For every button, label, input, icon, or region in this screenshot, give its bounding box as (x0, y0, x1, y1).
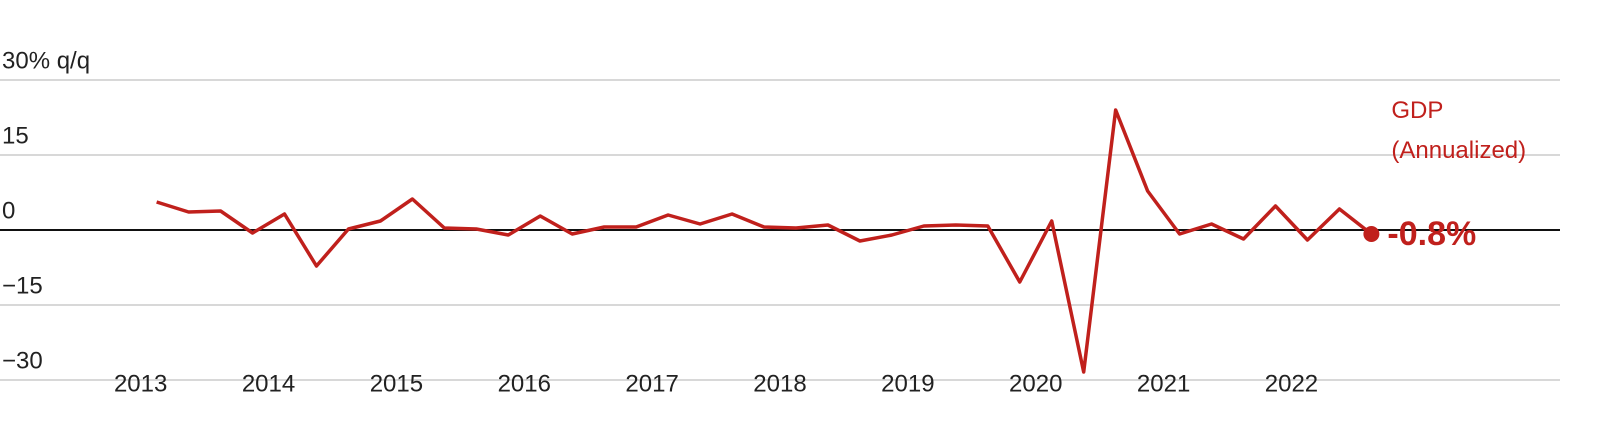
x-tick-label: 2019 (881, 370, 934, 397)
y-tick-label: −30 (2, 347, 43, 374)
x-tick-label: 2017 (625, 370, 678, 397)
y-tick-label: 30% q/q (2, 47, 90, 74)
data-line (156, 108, 1373, 374)
x-tick-label: 2020 (1009, 370, 1062, 397)
y-tick-label: 0 (2, 197, 15, 224)
x-tick-label: 2022 (1265, 370, 1318, 397)
x-tick-label: 2021 (1137, 370, 1190, 397)
series-label-line: GDP (1391, 97, 1443, 124)
y-tick-label: −15 (2, 272, 43, 299)
x-tick-label: 2015 (370, 370, 423, 397)
y-tick-label: 15 (2, 122, 29, 149)
x-tick-label: 2016 (498, 370, 551, 397)
x-tick-label: 2014 (242, 370, 295, 397)
value-label: -0.8% (1387, 215, 1476, 253)
series-label-line: (Annualized) (1391, 137, 1526, 164)
end-point (1363, 226, 1380, 242)
x-tick-label: 2018 (753, 370, 806, 397)
series-label: GDP (Annualized) (1391, 97, 1526, 164)
x-tick-label: 2013 (114, 370, 167, 397)
